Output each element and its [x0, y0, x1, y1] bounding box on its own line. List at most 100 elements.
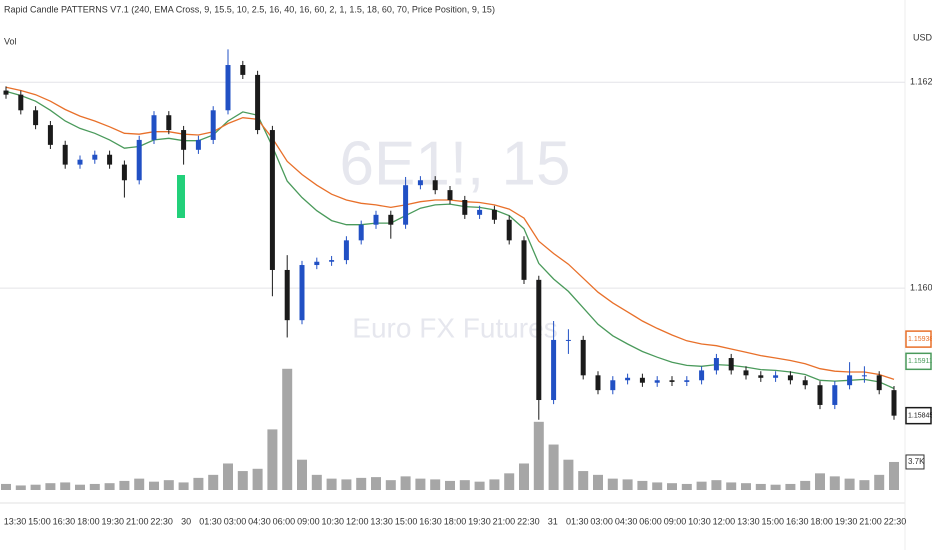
x-tick-label: 10:30 — [322, 516, 345, 526]
price-label: 1.15911 — [908, 358, 932, 365]
volume-bar — [681, 483, 692, 490]
signal-marker — [177, 175, 185, 218]
volume-bar — [30, 484, 41, 490]
volume-bar — [459, 480, 470, 490]
x-tick-label: 16:30 — [53, 516, 76, 526]
volume-bar — [163, 480, 174, 490]
x-tick-label: 09:00 — [664, 516, 687, 526]
x-tick-label: 19:30 — [102, 516, 125, 526]
candle-body — [358, 224, 364, 241]
volume-bar — [889, 461, 899, 490]
x-tick-label: 16:30 — [419, 516, 442, 526]
x-tick-label: 03:00 — [224, 516, 247, 526]
indicator-title: Rapid Candle PATTERNS V7.1 (240, EMA Cro… — [4, 4, 495, 14]
volume-bar — [667, 483, 677, 490]
volume-bar — [652, 482, 663, 490]
candle-body — [565, 339, 571, 341]
candle-body — [832, 385, 838, 405]
volume-title: Vol — [4, 36, 17, 46]
candle-body — [284, 269, 290, 321]
candle-body — [373, 214, 379, 225]
candle-body — [639, 377, 645, 383]
candle-body — [610, 380, 616, 391]
x-tick-label: 01:30 — [199, 516, 222, 526]
x-tick-label: 01:30 — [566, 516, 589, 526]
candle-body — [491, 209, 497, 220]
x-tick-label: 15:00 — [28, 516, 51, 526]
candle-body — [62, 144, 68, 165]
volume-bar — [593, 474, 603, 490]
volume-bar — [741, 483, 751, 490]
x-tick-label: 30 — [181, 516, 191, 526]
x-tick-label: 06:00 — [273, 516, 296, 526]
volume-bar — [385, 480, 396, 490]
volume-bar — [607, 478, 618, 490]
candle-body — [92, 154, 98, 160]
x-tick-label: 04:30 — [615, 516, 638, 526]
x-tick-label: 31 — [548, 516, 558, 526]
volume-bar — [800, 480, 811, 490]
candle-body — [669, 380, 675, 382]
x-tick-label: 15:00 — [395, 516, 418, 526]
volume-bar — [223, 463, 233, 490]
x-tick-label: 18:00 — [77, 516, 100, 526]
candle-body — [417, 180, 423, 186]
price-label-box — [905, 406, 932, 425]
volume-bar — [252, 468, 263, 490]
candle-body — [654, 380, 660, 383]
x-tick-label: 22:30 — [517, 516, 540, 526]
volume-bar — [711, 480, 722, 490]
candle-body — [3, 90, 9, 95]
x-tick-label: 06:00 — [639, 516, 662, 526]
candle-body — [595, 375, 601, 391]
candle-body — [728, 358, 734, 371]
volume-bar — [149, 481, 159, 490]
volume-bar — [445, 480, 455, 490]
volume-bar — [755, 483, 766, 490]
candle-body — [462, 200, 468, 215]
candle-body — [343, 240, 349, 261]
candle-body — [817, 385, 823, 405]
candle-body — [743, 370, 749, 376]
volume-bar — [829, 476, 840, 490]
candle-body — [521, 240, 527, 280]
candle-body — [551, 339, 557, 401]
candle-body — [699, 370, 705, 381]
volume-bar — [578, 471, 589, 490]
volume-bar — [89, 483, 100, 490]
candle-body — [47, 125, 53, 145]
x-tick-label: 22:30 — [150, 516, 173, 526]
x-tick-label: 03:00 — [590, 516, 613, 526]
watermark-subtitle: Euro FX Futures — [352, 312, 557, 343]
candle-body — [847, 375, 853, 386]
volume-bar — [637, 480, 648, 490]
x-tick-label: 21:00 — [126, 516, 149, 526]
volume-bar — [45, 483, 56, 490]
candle-body — [255, 74, 261, 131]
volume-bar — [341, 479, 352, 490]
volume-bar — [134, 478, 145, 490]
candle-body — [802, 380, 808, 386]
x-tick-label: 09:00 — [297, 516, 320, 526]
volume-bar — [15, 485, 26, 490]
candle-body — [166, 115, 172, 131]
volume-bar — [696, 481, 707, 490]
volume-bar — [844, 478, 855, 490]
volume-bar — [237, 471, 248, 490]
candle-body — [121, 164, 127, 181]
candle-body — [107, 154, 113, 165]
x-tick-label: 12:00 — [713, 516, 736, 526]
volume-bar — [326, 478, 337, 490]
x-tick-label: 18:00 — [810, 516, 833, 526]
volume-bar — [193, 477, 204, 490]
x-tick-label: 13:30 — [370, 516, 393, 526]
candle-body — [299, 265, 305, 321]
candle-body — [181, 130, 187, 150]
volume-bar — [60, 482, 71, 490]
candle-body — [861, 375, 867, 377]
candle-body — [18, 94, 24, 111]
candle-body — [625, 377, 631, 381]
volume-bar — [726, 482, 737, 490]
